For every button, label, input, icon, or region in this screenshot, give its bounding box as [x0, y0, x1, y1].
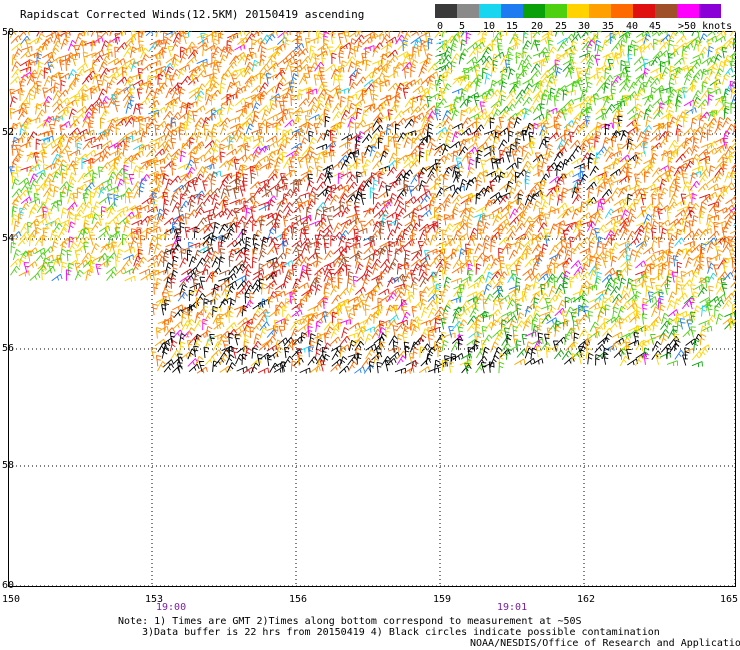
legend-label: 20: [531, 21, 544, 32]
lon-tick-label: 159: [433, 594, 452, 605]
legend-label: >50 knots: [678, 21, 733, 32]
legend-swatch: [457, 4, 479, 18]
legend-label: 30: [578, 21, 591, 32]
legend-swatch: [435, 4, 457, 18]
lat-tick-label: 56: [2, 343, 15, 354]
legend-swatch: [633, 4, 655, 18]
lon-tick-label: 150: [2, 594, 21, 605]
lon-tick-label: 156: [289, 594, 308, 605]
legend-swatch: [545, 4, 567, 18]
legend-swatch: [699, 4, 721, 18]
wind-speed-legend: 0 5 10 15 20 25 30 35 40 45 >50 knots: [435, 4, 735, 34]
legend-label: 45: [649, 21, 662, 32]
wind-map-canvas: [8, 31, 736, 587]
legend-label: 25: [555, 21, 568, 32]
legend-color-bar: [435, 4, 721, 18]
lat-tick-label: 54: [2, 233, 15, 244]
legend-label: 5: [459, 21, 466, 32]
legend-label: 10: [483, 21, 496, 32]
legend-swatch: [523, 4, 545, 18]
legend-swatch: [611, 4, 633, 18]
map-title: Rapidscat Corrected Winds(12.5KM) 201504…: [20, 8, 365, 21]
lon-tick-label: 165: [720, 594, 739, 605]
lat-tick-label: 52: [2, 127, 15, 138]
time-label: 19:00: [156, 602, 187, 613]
note-line-1: Note: 1) Times are GMT 2)Times along bot…: [118, 616, 582, 627]
note-line-2: 3)Data buffer is 22 hrs from 20150419 4)…: [142, 627, 660, 638]
legend-label: 35: [602, 21, 615, 32]
lat-tick-label: 60: [2, 580, 15, 591]
legend-swatch: [589, 4, 611, 18]
legend-label: 0: [437, 21, 444, 32]
legend-label: 15: [506, 21, 519, 32]
legend-swatch: [479, 4, 501, 18]
credit-text: NOAA/NESDIS/Office of Research and Appli…: [470, 638, 740, 649]
legend-swatch: [677, 4, 699, 18]
legend-swatch: [655, 4, 677, 18]
legend-label: 40: [626, 21, 639, 32]
lon-tick-label: 153: [145, 594, 164, 605]
legend-swatch: [501, 4, 523, 18]
lat-tick-label: 58: [2, 460, 15, 471]
wind-barb-field: [9, 31, 736, 375]
time-label: 19:01: [497, 602, 528, 613]
lon-tick-label: 162: [577, 594, 596, 605]
wind-map-plot: [8, 31, 736, 587]
lat-tick-label: 50: [2, 27, 15, 38]
legend-labels: 0 5 10 15 20 25 30 35 40 45 >50 knots: [435, 21, 740, 34]
legend-swatch: [567, 4, 589, 18]
